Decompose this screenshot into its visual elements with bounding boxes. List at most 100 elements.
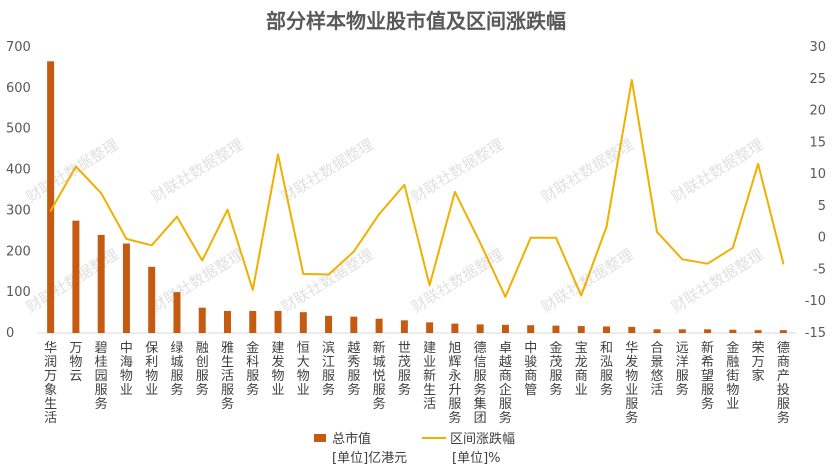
category-label: 世茂服务 xyxy=(398,341,411,398)
line-point xyxy=(504,295,507,298)
line-point xyxy=(75,165,77,168)
category-label: 雅生活服务 xyxy=(221,341,234,412)
left-tick-label: 100 xyxy=(6,285,31,300)
bar xyxy=(779,330,787,333)
bar-series xyxy=(47,61,787,334)
bar xyxy=(224,310,231,333)
legend-bar-label: 总市值 xyxy=(332,431,371,447)
category-label: 越秀服务 xyxy=(347,341,360,398)
watermark: 财联社数据整理 xyxy=(278,135,377,206)
right-tick-label: -15 xyxy=(805,326,826,341)
bar xyxy=(577,326,585,333)
watermark: 财联社数据整理 xyxy=(23,245,122,316)
legend-bar-unit: [单位]亿港元 xyxy=(332,451,407,466)
line-point xyxy=(706,262,709,265)
line-point xyxy=(428,284,431,287)
category-label: 金茂服务 xyxy=(549,340,562,398)
bar xyxy=(729,329,737,333)
watermark: 财联社数据整理 xyxy=(148,135,247,206)
left-tick-label: 300 xyxy=(6,203,31,218)
right-tick-label: -5 xyxy=(813,262,826,277)
watermark: 财联社数据整理 xyxy=(278,245,377,316)
chart-title: 部分样本物业股市值及区间涨跌幅 xyxy=(266,9,566,33)
category-label: 和泓服务 xyxy=(600,341,613,398)
category-label: 新城悦服务 xyxy=(373,340,386,412)
bar xyxy=(299,312,307,333)
bar xyxy=(249,310,257,333)
line-point xyxy=(580,294,583,297)
category-label: 远洋服务 xyxy=(676,341,689,398)
category-label: 中骏商管 xyxy=(524,341,537,398)
category-label: 华发物业服务 xyxy=(625,341,638,426)
bar xyxy=(274,310,282,333)
category-label: 卓越商企服务 xyxy=(499,341,512,426)
right-tick-label: 15 xyxy=(809,135,826,150)
legend-line-unit: [单位]% xyxy=(452,451,501,466)
legend-line-label: 区间涨跌幅 xyxy=(450,431,515,447)
left-tick-label: 600 xyxy=(6,81,31,96)
bar xyxy=(451,323,459,333)
bar xyxy=(501,324,509,333)
right-tick-label: 25 xyxy=(809,72,826,87)
line-point xyxy=(100,192,102,194)
line-point xyxy=(353,250,355,253)
bar xyxy=(122,243,130,333)
left-axis-ticks: 0 100 200 300 400 500 600 700 xyxy=(6,40,31,341)
line-point xyxy=(201,259,204,262)
bar xyxy=(47,61,55,334)
category-label: 碧桂园服务 xyxy=(95,341,108,412)
legend-bar-swatch xyxy=(314,434,326,442)
line-point xyxy=(327,273,330,276)
line-point xyxy=(302,273,305,275)
bar xyxy=(552,325,560,333)
bar xyxy=(173,292,181,333)
bar xyxy=(97,234,105,333)
category-label: 德商产投服务 xyxy=(777,341,790,426)
category-label: 建业新生活 xyxy=(423,341,436,412)
line-point xyxy=(277,153,279,156)
left-tick-label: 0 xyxy=(6,326,14,341)
category-label: 绿城服务 xyxy=(170,341,183,398)
category-label: 旭辉永升服务 xyxy=(448,341,461,426)
line-point xyxy=(251,288,254,291)
right-tick-label: 30 xyxy=(809,40,826,55)
line-point xyxy=(630,79,633,81)
watermark: 财联社数据整理 xyxy=(148,245,247,316)
line-point xyxy=(656,231,658,233)
line-path xyxy=(49,79,785,298)
line-point xyxy=(226,208,229,211)
bar xyxy=(400,320,408,333)
line-point xyxy=(176,215,178,218)
bar xyxy=(628,326,636,333)
line-point xyxy=(529,236,532,239)
line-point xyxy=(732,247,734,249)
category-label: 德信服务集团 xyxy=(474,341,487,426)
legend: 总市值 [单位]亿港元 区间涨跌幅 [单位]% xyxy=(314,431,515,466)
line-point xyxy=(555,236,557,239)
line-point xyxy=(782,262,785,265)
bar xyxy=(350,316,358,333)
bar xyxy=(754,330,762,333)
watermark: 财联社数据整理 xyxy=(668,245,767,316)
category-label: 金科服务 xyxy=(246,340,259,398)
category-label: 宝龙商业 xyxy=(575,341,588,398)
line-point xyxy=(757,163,759,165)
left-tick-label: 500 xyxy=(6,122,31,137)
line-point xyxy=(150,244,153,247)
line-point xyxy=(479,241,481,244)
right-tick-label: -10 xyxy=(805,294,826,309)
left-tick-label: 700 xyxy=(6,40,31,55)
line-point xyxy=(403,184,406,186)
line-point xyxy=(49,210,52,212)
line-point xyxy=(125,238,128,240)
category-label: 滨江服务 xyxy=(322,340,335,398)
bar xyxy=(148,266,156,333)
watermark: 财联社数据整理 xyxy=(538,135,637,206)
category-label: 恒大物业 xyxy=(297,341,310,398)
bar xyxy=(603,326,610,333)
category-label: 建发物业 xyxy=(272,341,285,398)
right-tick-label: 10 xyxy=(809,167,826,182)
right-tick-label: 20 xyxy=(809,104,826,119)
bar xyxy=(426,322,434,333)
left-tick-label: 400 xyxy=(6,163,31,178)
